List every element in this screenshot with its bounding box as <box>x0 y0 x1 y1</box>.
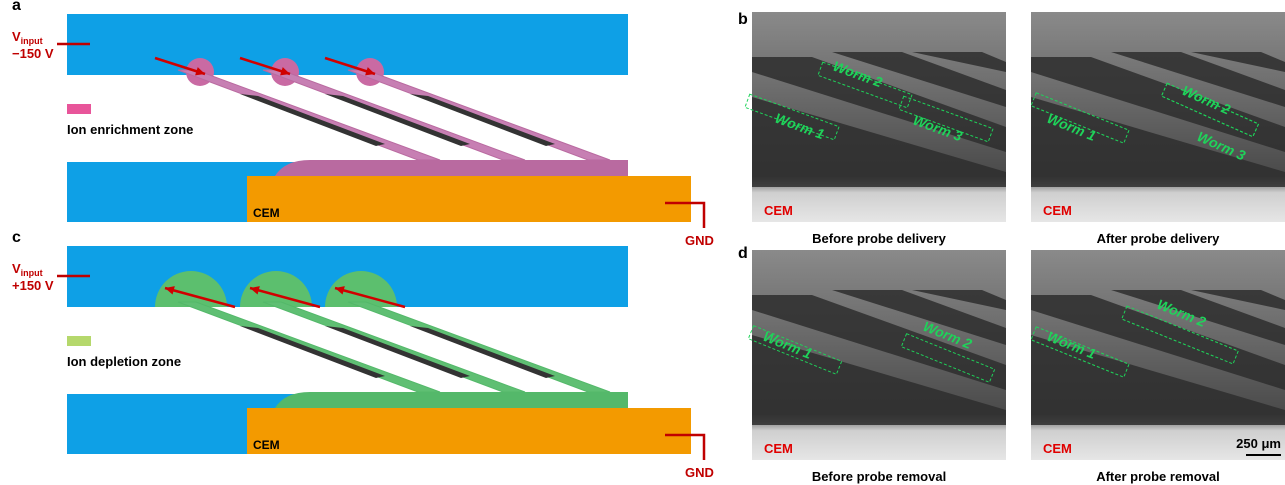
panel-label: c <box>12 229 21 246</box>
caption: Before probe delivery <box>812 231 946 246</box>
cem-label: CEM <box>1043 441 1072 456</box>
voltage-subscript: input <box>21 36 43 46</box>
worm <box>410 94 555 146</box>
cem-label: CEM <box>253 438 280 452</box>
voltage-value: −150 V <box>12 46 54 61</box>
panel-label: b <box>738 11 748 28</box>
cem-label: CEM <box>1043 203 1072 218</box>
caption: Before probe removal <box>812 469 946 484</box>
gnd-label: GND <box>685 233 714 248</box>
legend-label: Ion enrichment zone <box>67 122 193 137</box>
voltage-symbol: V <box>12 261 21 276</box>
voltage-label: Vinput <box>12 261 43 278</box>
panel-label: a <box>12 0 21 14</box>
voltage-label: Vinput <box>12 29 43 46</box>
voltage-subscript: input <box>21 268 43 278</box>
legend-label: Ion depletion zone <box>67 354 181 369</box>
voltage-symbol: V <box>12 29 21 44</box>
worm <box>410 326 555 378</box>
panel-label: d <box>738 245 748 262</box>
figure: aVinput−150 VIon enrichment zoneCEMGNDcV… <box>0 0 1285 485</box>
cem-block <box>247 176 691 222</box>
scale-bar-label: 250 μm <box>1236 436 1281 451</box>
caption: After probe removal <box>1096 469 1220 484</box>
voltage-value: +150 V <box>12 278 54 293</box>
legend-swatch <box>67 336 91 346</box>
micrograph-image <box>752 250 1006 460</box>
caption: After probe delivery <box>1097 231 1221 246</box>
gnd-label: GND <box>685 465 714 480</box>
zone-layer <box>275 160 628 176</box>
cem-label: CEM <box>253 206 280 220</box>
cem-block <box>247 408 691 454</box>
schematic: a Vinput−150 V Ion enrichment zone CEM GND <box>12 0 714 248</box>
zone-layer <box>275 392 628 408</box>
legend-swatch <box>67 104 91 114</box>
cem-label: CEM <box>764 441 793 456</box>
cem-label: CEM <box>764 203 793 218</box>
